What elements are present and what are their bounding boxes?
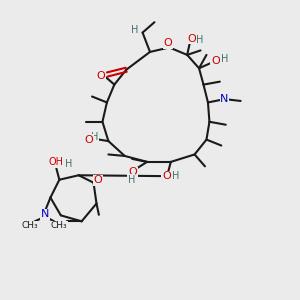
Text: O: O (187, 34, 196, 44)
Text: O: O (85, 135, 93, 145)
Text: O: O (128, 167, 137, 177)
Text: N: N (41, 209, 49, 220)
Text: H: H (131, 25, 139, 35)
Text: O: O (162, 171, 171, 181)
Text: O: O (164, 38, 172, 48)
Text: H: H (172, 171, 179, 181)
Text: H: H (196, 35, 204, 45)
Text: N: N (220, 94, 229, 104)
Text: O: O (94, 175, 102, 185)
Text: H: H (91, 132, 99, 142)
Text: O: O (211, 56, 220, 66)
Text: H: H (128, 175, 135, 185)
Text: OH: OH (49, 158, 64, 167)
Text: H: H (64, 159, 72, 169)
Text: O: O (97, 71, 106, 81)
Text: CH₃: CH₃ (21, 221, 38, 230)
Text: CH₃: CH₃ (51, 221, 68, 230)
Text: H: H (220, 54, 228, 64)
